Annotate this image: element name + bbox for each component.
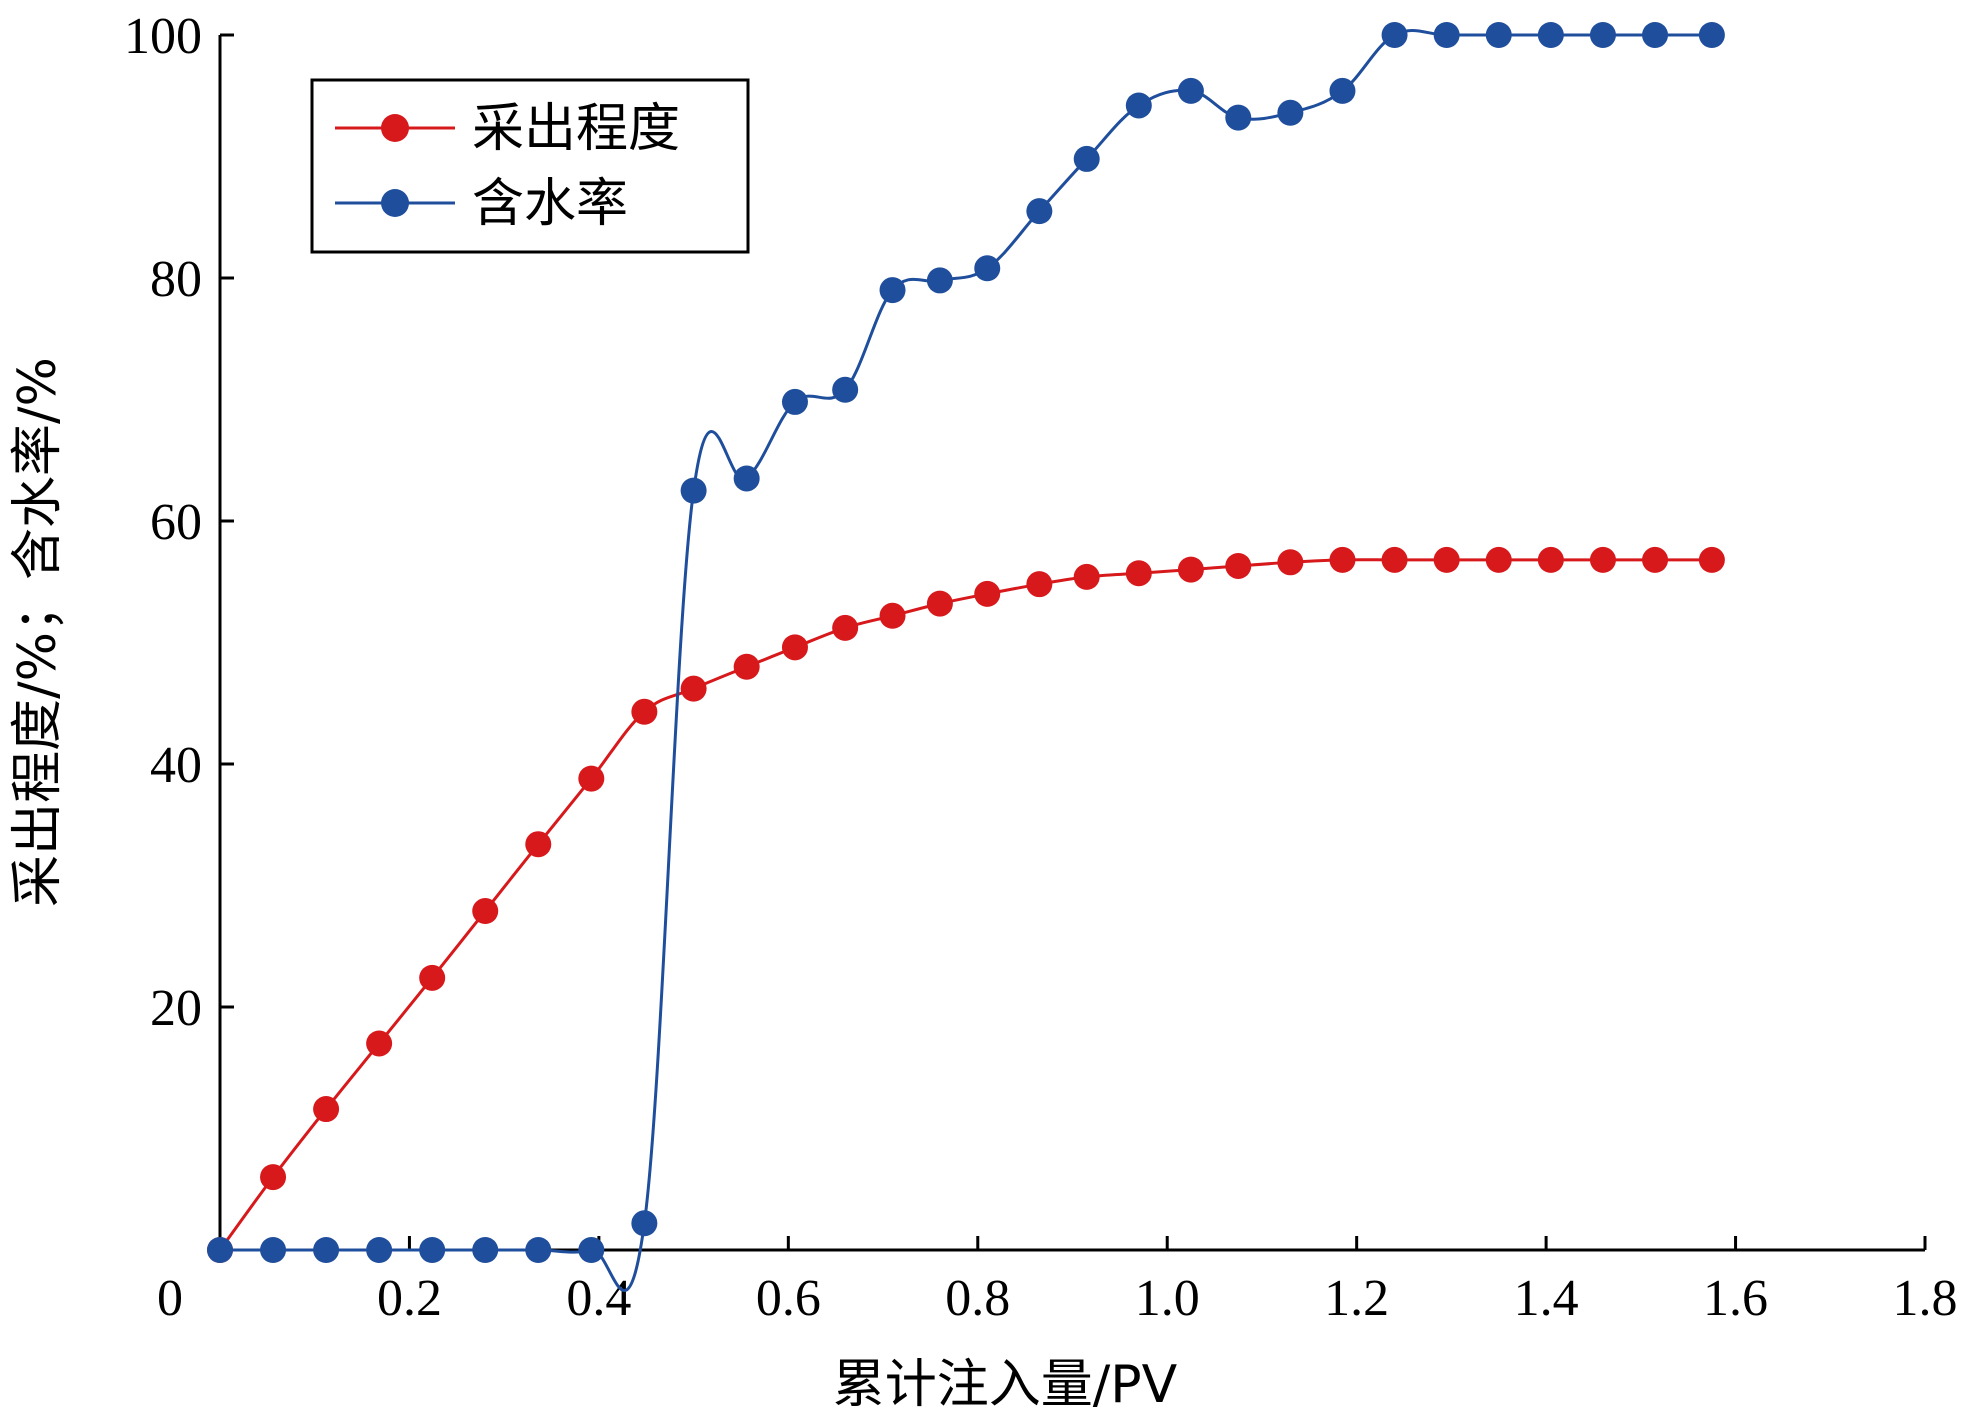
legend-label-series-1: 采出程度	[472, 99, 680, 159]
series-2-point-3	[366, 1237, 393, 1263]
series-2-point-0	[207, 1237, 233, 1263]
series-2-point-25	[1485, 22, 1512, 48]
series-2-point-18	[1125, 92, 1152, 119]
series-1-point-13	[879, 602, 906, 629]
x-tick-label-2: 0.4	[566, 1270, 631, 1327]
series-1-point-17	[1073, 563, 1100, 590]
series-2	[207, 22, 1725, 1292]
series-2-point-20	[1225, 104, 1252, 131]
series-2-point-6	[525, 1237, 552, 1263]
series-1-point-9	[680, 675, 707, 702]
y-tick-label-0: 20	[150, 980, 202, 1037]
series-1-point-26	[1537, 546, 1564, 573]
series-2-point-13	[879, 277, 906, 304]
series-2-point-4	[419, 1237, 446, 1263]
x-tick-label-3: 0.6	[756, 1270, 821, 1327]
series-layer	[207, 22, 1725, 1292]
x-tick-label-5: 1.0	[1135, 1270, 1200, 1327]
series-1-point-6	[525, 831, 552, 858]
series-1-point-21	[1277, 549, 1304, 576]
series-2-point-29	[1698, 22, 1725, 48]
series-2-point-17	[1073, 145, 1100, 172]
series-2-point-1	[260, 1237, 287, 1263]
series-1-point-20	[1225, 552, 1252, 579]
series-1-point-18	[1125, 560, 1152, 587]
series-2-point-22	[1329, 77, 1356, 104]
series-1-point-10	[733, 653, 760, 680]
series-1-point-1	[260, 1164, 287, 1191]
series-2-point-2	[313, 1237, 340, 1263]
series-2-point-26	[1537, 22, 1564, 48]
series-1-point-29	[1698, 546, 1725, 573]
series-1-point-7	[578, 765, 605, 792]
series-2-point-5	[472, 1237, 499, 1263]
series-2-point-8	[631, 1210, 658, 1237]
x-tick-label-9: 1.8	[1893, 1270, 1958, 1327]
x-axis-title: 累计注入量/PV	[833, 1355, 1178, 1415]
series-1-point-3	[366, 1030, 393, 1057]
axes: 0 0.2 0.4 0.6 0.8 1.0 1.2 1.4 1.6 1.8 20 40 60 80 100	[124, 8, 1958, 1327]
series-1-point-23	[1381, 546, 1408, 573]
series-2-point-12	[832, 376, 859, 403]
y-tick-label-4: 100	[124, 8, 202, 65]
y-axis-title: 采出程度/%；含水率/%	[8, 357, 68, 907]
series-2-point-7	[578, 1237, 605, 1263]
series-1-point-25	[1485, 546, 1512, 573]
series-1-point-19	[1177, 556, 1204, 583]
series-1-point-11	[781, 634, 808, 661]
y-tick-label-2: 60	[150, 494, 202, 551]
series-2-point-24	[1433, 22, 1460, 48]
series-2-point-9	[680, 477, 707, 504]
legend-marker-series-2	[381, 189, 409, 217]
x-tick-label-0: 0	[157, 1270, 183, 1327]
x-tick-label-8: 1.6	[1703, 1270, 1768, 1327]
legend-marker-series-1	[381, 114, 409, 142]
legend-box	[310, 78, 750, 254]
series-2-point-11	[781, 388, 808, 415]
series-2-point-23	[1381, 22, 1408, 48]
series-2-point-19	[1177, 77, 1204, 104]
series-1-point-15	[974, 580, 1001, 607]
series-2-point-16	[1026, 198, 1053, 225]
series-1-point-27	[1589, 546, 1616, 573]
x-tick-label-7: 1.4	[1514, 1270, 1579, 1327]
x-tick-label-1: 0.2	[377, 1270, 442, 1327]
legend-label-series-2: 含水率	[472, 174, 628, 234]
series-1-point-14	[926, 590, 953, 617]
series-2-point-28	[1642, 22, 1669, 48]
series-1-point-12	[832, 614, 859, 641]
series-1-point-24	[1433, 546, 1460, 573]
series-1-point-4	[419, 964, 446, 991]
series-1-line	[218, 558, 1712, 1251]
x-tick-label-6: 1.2	[1324, 1270, 1389, 1327]
y-tick-label-1: 40	[150, 737, 202, 794]
series-1	[207, 546, 1725, 1263]
series-1-point-28	[1642, 546, 1669, 573]
series-2-point-15	[974, 255, 1001, 282]
series-1-point-2	[313, 1096, 340, 1123]
x-tick-label-4: 0.8	[945, 1270, 1010, 1327]
series-1-point-16	[1026, 571, 1053, 598]
series-2-line	[220, 29, 1712, 1292]
series-2-point-10	[733, 465, 760, 492]
series-1-point-8	[631, 698, 658, 725]
y-tick-label-3: 80	[150, 251, 202, 308]
series-2-point-27	[1589, 22, 1616, 48]
series-2-point-21	[1277, 99, 1304, 126]
series-1-point-22	[1329, 546, 1356, 573]
legend: 采出程度 含水率	[310, 78, 750, 254]
series-1-point-5	[472, 898, 499, 925]
series-2-point-14	[926, 267, 953, 294]
